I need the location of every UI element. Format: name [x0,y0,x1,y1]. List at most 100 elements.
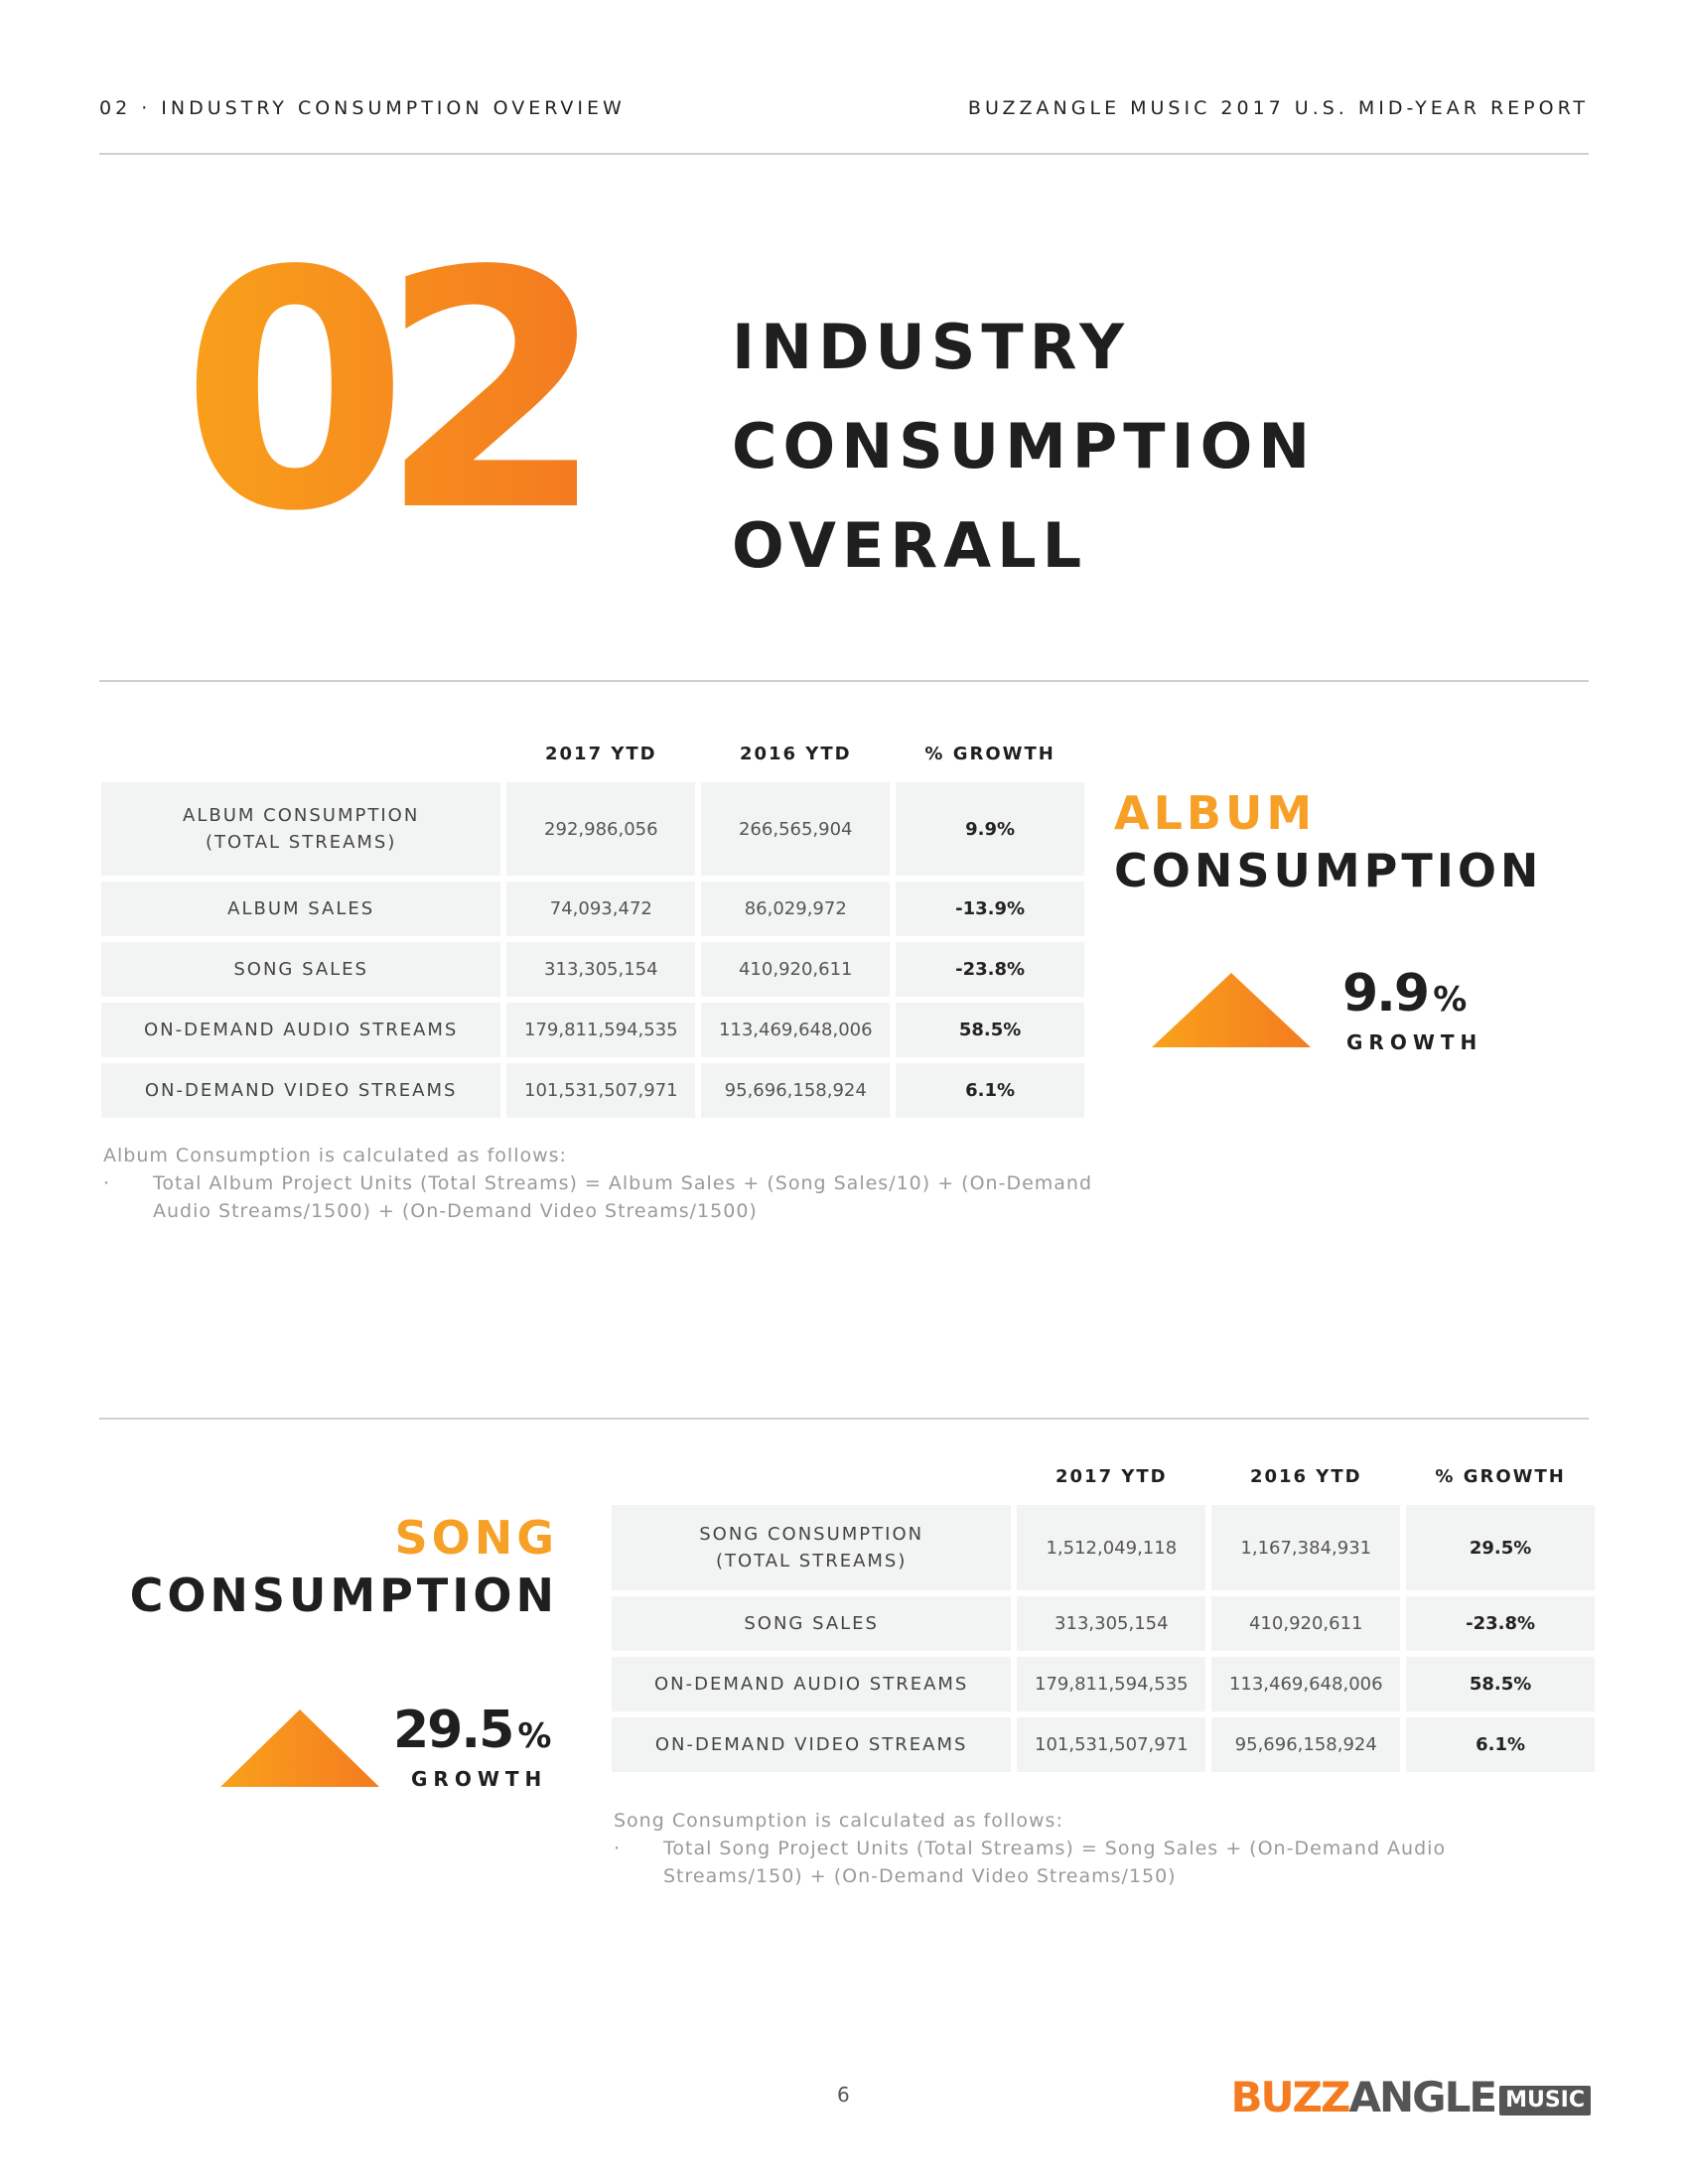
value-2016: 113,469,648,006 [1211,1657,1401,1711]
song-formula-note: Song Consumption is calculated as follow… [614,1807,1587,1890]
note-line: Total Song Project Units (Total Streams)… [663,1838,1447,1859]
table-corner [101,731,500,776]
table-row: SONG SALES 313,305,154 410,920,611 -23.8… [612,1596,1595,1651]
value-2016: 266,565,904 [701,782,891,876]
value-2017: 74,093,472 [506,882,696,936]
table-header-row: 2017 YTD 2016 YTD % GROWTH [101,731,1084,776]
table-row: ON-DEMAND AUDIO STREAMS 179,811,594,535 … [612,1657,1595,1711]
row-label: SONG SALES [612,1596,1012,1651]
table-header-row: 2017 YTD 2016 YTD % GROWTH [612,1453,1595,1499]
note-line: Streams/150) + (On-Demand Video Streams/… [663,1865,1177,1887]
page-number: 6 [837,2083,850,2107]
up-triangle-icon [1152,973,1311,1047]
column-header: 2017 YTD [545,743,657,764]
note-line: Audio Streams/1500) + (On-Demand Video S… [153,1200,758,1222]
section-number: 02 [181,202,607,583]
table-row: ALBUM CONSUMPTION (TOTAL STREAMS) 292,98… [101,782,1084,876]
value-2017: 313,305,154 [1017,1596,1206,1651]
kpi-percent-sign: % [1433,980,1468,1020]
section-title-line: INDUSTRY [732,311,1130,383]
value-2016: 95,696,158,924 [701,1063,891,1118]
bullet-icon: · [103,1172,111,1194]
section-title-line: OVERALL [732,509,1088,582]
value-growth: 58.5% [1406,1657,1595,1711]
value-2016: 410,920,611 [701,942,891,997]
header-divider [99,153,1589,155]
kpi-label: GROWTH [411,1767,548,1791]
row-label: ALBUM SALES [101,882,501,936]
song-consumption-table: 2017 YTD 2016 YTD % GROWTH SONG CONSUMPT… [606,1447,1601,1778]
table-row: ON-DEMAND VIDEO STREAMS 101,531,507,971 … [101,1063,1084,1118]
value-2016: 410,920,611 [1211,1596,1401,1651]
note-intro: Song Consumption is calculated as follow… [614,1810,1063,1832]
value-2016: 95,696,158,924 [1211,1717,1401,1772]
value-2017: 313,305,154 [506,942,696,997]
song-kpi-title: SONG CONSUMPTION [130,1509,558,1624]
hero-divider [99,680,1589,682]
table-row: ON-DEMAND VIDEO STREAMS 101,531,507,971 … [612,1717,1595,1772]
bullet-icon: · [614,1838,622,1859]
album-kpi-title: ALBUM CONSUMPTION [1114,784,1542,899]
value-2017: 179,811,594,535 [506,1003,696,1057]
note-intro: Album Consumption is calculated as follo… [103,1145,567,1166]
logo-buzz: BUZZ [1230,2073,1350,2121]
kpi-title-dark: CONSUMPTION [1114,844,1543,897]
note-bullet-item: · Total Song Project Units (Total Stream… [614,1835,1587,1890]
section-title: INDUSTRY CONSUMPTION OVERALL [732,298,1316,596]
logo-angle: ANGLE [1348,2073,1497,2121]
note-bullet-item: · Total Album Project Units (Total Strea… [103,1169,1096,1225]
value-growth: 9.9% [896,782,1084,876]
column-header: 2016 YTD [1249,1465,1362,1487]
column-header: 2017 YTD [1055,1465,1168,1487]
value-2017: 292,986,056 [506,782,696,876]
value-2016: 86,029,972 [701,882,891,936]
table-row: SONG SALES 313,305,154 410,920,611 -23.8… [101,942,1084,997]
kpi-title-dark: CONSUMPTION [129,1569,558,1622]
section-divider [99,1418,1589,1420]
row-label: ALBUM CONSUMPTION (TOTAL STREAMS) [101,782,501,876]
row-label: SONG SALES [101,942,501,997]
value-2017: 179,811,594,535 [1017,1657,1206,1711]
buzzangle-logo: BUZZANGLE MUSIC [1230,2077,1591,2118]
album-formula-note: Album Consumption is calculated as follo… [103,1142,1096,1225]
row-label: ON-DEMAND AUDIO STREAMS [101,1003,501,1057]
value-2017: 1,512,049,118 [1017,1505,1206,1590]
kpi-value: 9.9 [1342,964,1430,1024]
value-growth: 29.5% [1406,1505,1595,1590]
section-title-line: CONSUMPTION [732,410,1317,482]
value-growth: 6.1% [896,1063,1084,1118]
row-label: ON-DEMAND AUDIO STREAMS [612,1657,1012,1711]
up-triangle-icon [220,1709,379,1787]
row-label-line: (TOTAL STREAMS) [715,1551,908,1571]
kpi-percent-sign: % [517,1716,552,1756]
row-label-line: SONG CONSUMPTION [699,1524,924,1545]
row-label: ON-DEMAND VIDEO STREAMS [612,1717,1012,1772]
value-growth: -23.8% [1406,1596,1595,1651]
table-row: ALBUM SALES 74,093,472 86,029,972 -13.9% [101,882,1084,936]
kpi-title-accent: ALBUM [1114,786,1317,840]
kpi-title-accent: SONG [394,1511,558,1565]
row-label: SONG CONSUMPTION (TOTAL STREAMS) [612,1505,1012,1590]
row-label-line: ALBUM CONSUMPTION [183,805,420,826]
kpi-value: 29.5 [393,1701,514,1760]
column-header: % GROWTH [1435,1465,1566,1487]
value-2017: 101,531,507,971 [506,1063,696,1118]
album-kpi-figure: 9.9 % [1342,968,1467,1020]
value-2016: 1,167,384,931 [1211,1505,1401,1590]
value-2017: 101,531,507,971 [1017,1717,1206,1772]
table-row: ON-DEMAND AUDIO STREAMS 179,811,594,535 … [101,1003,1084,1057]
song-kpi-figure: 29.5 % [393,1705,551,1756]
row-label-line: (TOTAL STREAMS) [205,832,397,853]
kpi-label: GROWTH [1346,1030,1483,1054]
value-growth: -13.9% [896,882,1084,936]
table-row: SONG CONSUMPTION (TOTAL STREAMS) 1,512,0… [612,1505,1595,1590]
value-2016: 113,469,648,006 [701,1003,891,1057]
column-header: % GROWTH [924,743,1055,764]
album-consumption-table: 2017 YTD 2016 YTD % GROWTH ALBUM CONSUMP… [95,725,1090,1124]
header-section-label: 02 · INDUSTRY CONSUMPTION OVERVIEW [99,97,626,119]
header-report-title: BUZZANGLE MUSIC 2017 U.S. MID-YEAR REPOR… [967,97,1589,119]
value-growth: -23.8% [896,942,1084,997]
table-corner [612,1453,1011,1499]
note-line: Total Album Project Units (Total Streams… [153,1172,1093,1194]
value-growth: 58.5% [896,1003,1084,1057]
